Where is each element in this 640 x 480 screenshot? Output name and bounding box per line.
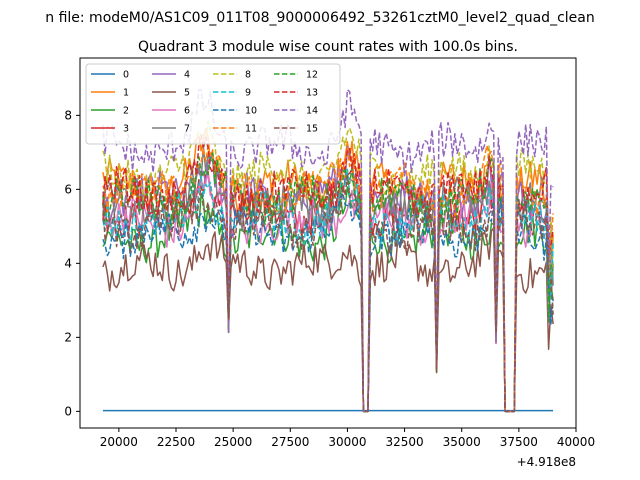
x-tick-label: 20000 <box>100 435 138 449</box>
legend-label-3: 3 <box>123 124 129 135</box>
suptitle: n file: modeM0/AS1C09_011T08_9000006492_… <box>45 10 594 26</box>
x-tick-label: 25000 <box>214 435 252 449</box>
axes-frame <box>79 57 577 429</box>
series-line-5 <box>102 227 554 413</box>
x-tick-label: 27500 <box>271 435 309 449</box>
legend-label-9: 9 <box>245 88 251 99</box>
plot-area <box>79 57 577 429</box>
series-line-11 <box>102 144 554 413</box>
y-axis: 0 2 4 6 8 <box>64 108 80 418</box>
legend-label-7: 7 <box>184 124 190 135</box>
legend-label-13: 13 <box>306 88 318 99</box>
x-axis: 20000 22500 25000 27500 30000 32500 35000 37500… <box>100 428 595 449</box>
x-tick-label: 40000 <box>557 435 595 449</box>
y-tick-label: 4 <box>64 256 72 270</box>
legend-label-12: 12 <box>306 70 318 81</box>
series-line-14 <box>102 88 554 413</box>
legend-label-0: 0 <box>123 70 129 81</box>
series-line-15 <box>102 174 554 413</box>
legend-label-6: 6 <box>184 106 190 117</box>
x-offset-label: +4.918e8 <box>517 455 576 469</box>
y-tick-label: 8 <box>64 108 72 122</box>
legend-box <box>85 63 341 145</box>
x-tick-label: 35000 <box>443 435 481 449</box>
legend-label-4: 4 <box>184 70 190 81</box>
x-tick-label: 30000 <box>328 435 366 449</box>
legend-label-10: 10 <box>245 106 257 117</box>
x-tick-label: 32500 <box>385 435 423 449</box>
series-line-13 <box>102 133 554 413</box>
series-line-10 <box>102 192 554 413</box>
legend-label-5: 5 <box>184 88 190 99</box>
legend-label-1: 1 <box>123 88 129 99</box>
x-tick-label: 22500 <box>157 435 195 449</box>
legend-label-8: 8 <box>245 70 251 81</box>
chart-title: Quadrant 3 module wise count rates with … <box>138 39 518 55</box>
legend-label-2: 2 <box>123 106 129 117</box>
y-tick-label: 2 <box>64 330 72 344</box>
legend-label-15: 15 <box>306 124 318 135</box>
legend-label-14: 14 <box>306 106 318 117</box>
series-line-9 <box>102 168 554 413</box>
x-tick-label: 37500 <box>500 435 538 449</box>
legend-label-11: 11 <box>245 124 257 135</box>
y-tick-label: 0 <box>64 404 72 418</box>
series-layer <box>102 88 554 413</box>
y-tick-label: 6 <box>64 182 72 196</box>
